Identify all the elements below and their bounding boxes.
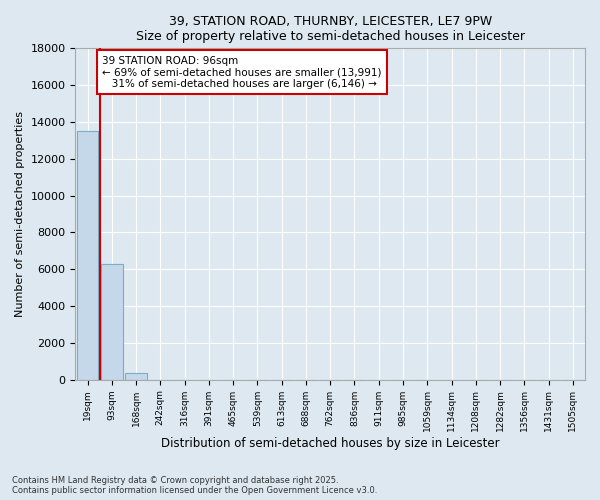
- Bar: [77, 131, 98, 380]
- Y-axis label: Number of semi-detached properties: Number of semi-detached properties: [15, 111, 25, 317]
- Title: 39, STATION ROAD, THURNBY, LEICESTER, LE7 9PW
Size of property relative to semi-: 39, STATION ROAD, THURNBY, LEICESTER, LE…: [136, 15, 525, 43]
- Bar: [125, 373, 147, 380]
- Bar: [101, 264, 123, 380]
- Text: Contains HM Land Registry data © Crown copyright and database right 2025.
Contai: Contains HM Land Registry data © Crown c…: [12, 476, 377, 495]
- X-axis label: Distribution of semi-detached houses by size in Leicester: Distribution of semi-detached houses by …: [161, 437, 500, 450]
- Text: 39 STATION ROAD: 96sqm
← 69% of semi-detached houses are smaller (13,991)
   31%: 39 STATION ROAD: 96sqm ← 69% of semi-det…: [102, 56, 382, 89]
